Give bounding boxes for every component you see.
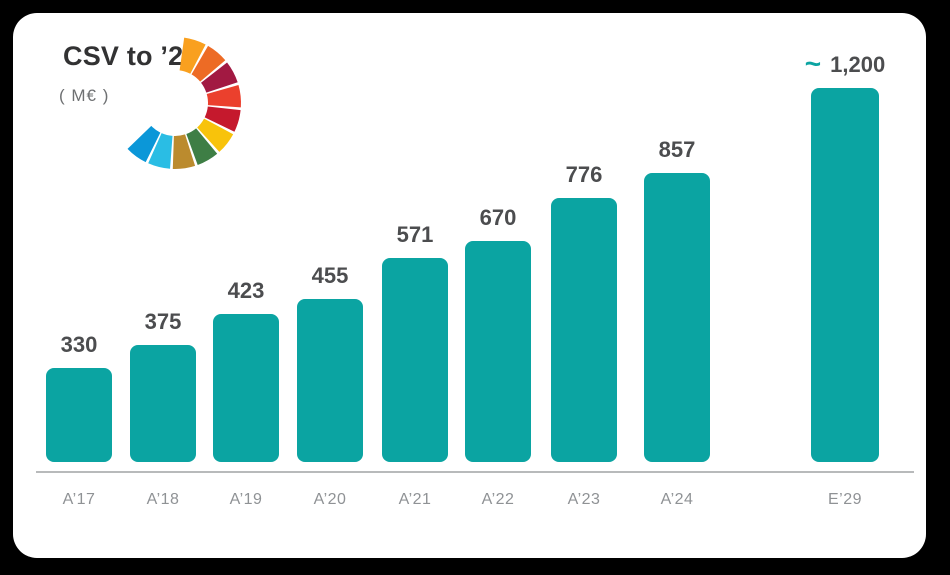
- bar-value-label: 670: [479, 205, 517, 230]
- chart-card: CSV to ’29 ( M€ ) 330 A’17 375 A’18 423 A’19 4…: [13, 13, 926, 558]
- x-tick-label: A’22: [481, 491, 515, 508]
- bar-2: [130, 345, 196, 462]
- x-tick-label: A’19: [229, 491, 263, 508]
- x-tick-label: A’20: [313, 491, 347, 508]
- sdg-wheel-icon: [127, 37, 242, 169]
- sdg-segment-3: [201, 62, 238, 93]
- sdg-segment-2: [191, 45, 226, 82]
- bar-value-label: 571: [396, 222, 434, 247]
- x-tick-label: A’21: [398, 491, 432, 508]
- bar-7: [551, 198, 617, 462]
- sdg-segment-6: [197, 118, 234, 152]
- bar-4: [297, 299, 363, 462]
- bar-9: [811, 88, 879, 462]
- bar-value-label: ~1,200: [804, 48, 886, 79]
- sdg-segment-9: [148, 133, 173, 169]
- x-tick-label: A’23: [567, 491, 601, 508]
- sdg-segment-8: [172, 134, 196, 169]
- x-axis-line: [36, 471, 914, 473]
- x-tick-label: A’18: [146, 491, 180, 508]
- bar-value-label: 776: [565, 162, 603, 187]
- bar-6: [465, 241, 531, 462]
- x-tick-label: A’17: [62, 491, 96, 508]
- sdg-segment-1: [179, 37, 206, 74]
- bar-3: [213, 314, 279, 462]
- x-tick-label: E’29: [827, 491, 863, 508]
- bar-8: [644, 173, 710, 462]
- page-title: CSV to ’29: [63, 41, 199, 71]
- units-label: ( M€ ): [59, 86, 110, 105]
- bar-value-label: 423: [227, 278, 265, 303]
- x-tick-label: A’24: [660, 491, 694, 508]
- bar-value-label: 857: [658, 137, 696, 162]
- bar-value-label: 455: [311, 263, 349, 288]
- bar-value-label: 330: [60, 332, 98, 357]
- sdg-segment-7: [186, 128, 218, 165]
- bar-1: [46, 368, 112, 462]
- sdg-segment-4: [206, 84, 242, 108]
- sdg-segment-5: [204, 106, 241, 132]
- bar-5: [382, 258, 448, 462]
- bar-value-label: 375: [144, 309, 182, 334]
- sdg-segment-10: [127, 125, 161, 163]
- bar-chart: 330 A’17 375 A’18 423 A’19 455 A’20 571 A’21 670 A’…: [13, 13, 926, 558]
